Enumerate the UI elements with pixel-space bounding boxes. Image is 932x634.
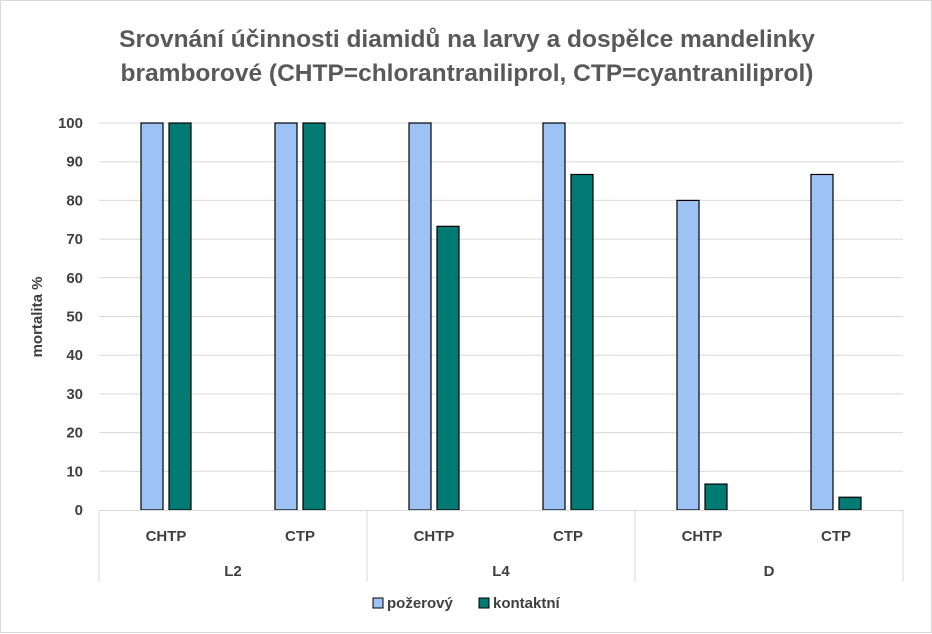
y-tick-label: 40 bbox=[66, 347, 83, 364]
bar-kontaktni bbox=[704, 483, 728, 511]
y-tick-label: 10 bbox=[66, 463, 83, 480]
y-tick-label: 30 bbox=[66, 386, 83, 403]
y-axis-title: mortalita % bbox=[29, 277, 46, 358]
bars bbox=[140, 122, 862, 511]
bar-kontaktni bbox=[570, 173, 594, 511]
chart-title-line-2: bramborové (CHTP=chlorantraniliprol, CTP… bbox=[121, 60, 814, 87]
legend-swatch bbox=[372, 597, 384, 609]
bar-kontaktni bbox=[302, 122, 326, 511]
legend: požerový kontaktní bbox=[372, 595, 561, 612]
x-group-label: D bbox=[764, 563, 775, 580]
bar-pozerovy bbox=[274, 122, 298, 511]
legend-label: kontaktní bbox=[493, 595, 561, 612]
x-tick-label: CTP bbox=[821, 528, 851, 545]
x-axis: CHTP CTP L2 CHTP CTP L4 CHTP CTP D bbox=[98, 510, 904, 582]
chart-title-line-1: Srovnání účinnosti diamidů na larvy a do… bbox=[119, 26, 815, 53]
x-group-label: L2 bbox=[224, 563, 242, 580]
x-tick-label: CTP bbox=[285, 528, 315, 545]
y-tick-label: 70 bbox=[66, 231, 83, 248]
bar-pozerovy bbox=[408, 122, 432, 511]
chart-title: Srovnání účinnosti diamidů na larvy a do… bbox=[119, 26, 815, 87]
x-tick-label: CHTP bbox=[414, 528, 455, 545]
y-tick-label: 100 bbox=[58, 115, 83, 132]
bar-pozerovy bbox=[542, 122, 566, 511]
bar-pozerovy bbox=[810, 173, 834, 511]
bar-kontaktni bbox=[436, 225, 460, 511]
bar-kontaktni bbox=[168, 122, 192, 511]
bar-pozerovy bbox=[140, 122, 164, 511]
y-tick-label: 50 bbox=[66, 309, 83, 326]
x-group-label: L4 bbox=[492, 563, 510, 580]
bar-pozerovy bbox=[676, 199, 700, 511]
legend-label: požerový bbox=[387, 595, 454, 612]
x-tick-label: CHTP bbox=[682, 528, 723, 545]
x-tick-label: CTP bbox=[553, 528, 583, 545]
gridlines bbox=[99, 122, 903, 472]
y-tick-label: 20 bbox=[66, 425, 83, 442]
bar-kontaktni bbox=[838, 496, 862, 511]
y-tick-label: 80 bbox=[66, 192, 83, 209]
y-tick-label: 60 bbox=[66, 270, 83, 287]
y-tick-label: 0 bbox=[75, 502, 83, 519]
y-tick-label: 90 bbox=[66, 154, 83, 171]
legend-swatch bbox=[478, 597, 490, 609]
x-tick-label: CHTP bbox=[146, 528, 187, 545]
y-axis-ticks: 0 10 20 30 40 50 60 70 80 90 100 bbox=[58, 115, 83, 519]
